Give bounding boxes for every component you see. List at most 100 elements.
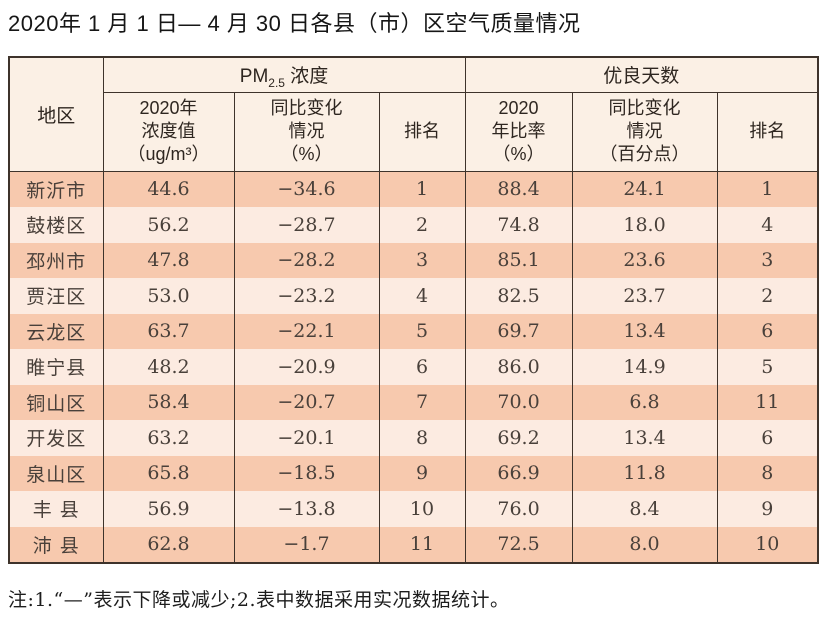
good-rank-cell: 11 xyxy=(716,384,819,421)
pm-change-cell: −34.6 xyxy=(233,171,380,208)
column-header-good-rate: 2020 年比率 （%） xyxy=(464,91,573,172)
pm-value-cell: 62.8 xyxy=(102,526,235,564)
pm-value-cell: 56.9 xyxy=(102,491,235,527)
table-row: 泉山区 65.8 −18.5 9 66.9 11.8 8 xyxy=(8,455,819,492)
pm-value-cell: 44.6 xyxy=(102,171,235,208)
good-change-cell: 13.4 xyxy=(571,313,718,350)
good-change-cell: 8.4 xyxy=(571,491,718,527)
good-rate-cell: 85.1 xyxy=(464,242,573,279)
pm-change-cell: −13.8 xyxy=(233,491,380,527)
pm-change-cell: −20.7 xyxy=(233,384,380,421)
table-row: 铜山区 58.4 −20.7 7 70.0 6.8 11 xyxy=(8,384,819,421)
table-row: 鼓楼区 56.2 −28.7 2 74.8 18.0 4 xyxy=(8,207,819,243)
good-change-cell: 23.6 xyxy=(571,242,718,279)
pm-rank-cell: 4 xyxy=(378,278,466,314)
group-header-good-days: 优良天数 xyxy=(464,56,819,93)
table-row: 邳州市 47.8 −28.2 3 85.1 23.6 3 xyxy=(8,242,819,279)
pm-change-cell: −22.1 xyxy=(233,313,380,350)
pm-rank-cell: 3 xyxy=(378,242,466,279)
good-rate-cell: 74.8 xyxy=(464,207,573,243)
air-quality-table: 地区 PM2.5 浓度 优良天数 2020年 浓度值 （ug/m³） 同比变化 … xyxy=(8,55,820,565)
group-header-row: 地区 PM2.5 浓度 优良天数 xyxy=(8,56,819,172)
pm-rank-cell: 10 xyxy=(378,491,466,527)
table-header: 地区 PM2.5 浓度 优良天数 2020年 浓度值 （ug/m³） 同比变化 … xyxy=(8,56,819,172)
region-cell: 铜山区 xyxy=(8,384,104,421)
region-cell: 鼓楼区 xyxy=(8,207,104,243)
column-header-pm-rank: 排名 xyxy=(378,91,466,172)
pm-value-cell: 65.8 xyxy=(102,455,235,492)
pm-change-cell: −1.7 xyxy=(233,526,380,564)
good-rank-cell: 3 xyxy=(716,242,819,279)
region-cell: 新沂市 xyxy=(8,171,104,208)
table-row: 贾汪区 53.0 −23.2 4 82.5 23.7 2 xyxy=(8,278,819,314)
group-header-pm25: PM2.5 浓度 xyxy=(102,56,466,93)
pm25-label-prefix: PM xyxy=(239,66,269,88)
column-header-pm-value: 2020年 浓度值 （ug/m³） xyxy=(102,91,235,172)
table-row: 开发区 63.2 −20.1 8 69.2 13.4 6 xyxy=(8,420,819,456)
table-body: 新沂市 44.6 −34.6 1 88.4 24.1 1 鼓楼区 56.2 −28.7 2 74.8 1… xyxy=(8,171,819,564)
good-rate-cell: 69.7 xyxy=(464,313,573,350)
good-rank-cell: 4 xyxy=(716,207,819,243)
pm25-label-suffix: 浓度 xyxy=(284,66,329,88)
pm-rank-cell: 9 xyxy=(378,455,466,492)
region-cell: 贾汪区 xyxy=(8,278,104,314)
pm-rank-cell: 7 xyxy=(378,384,466,421)
good-change-cell: 8.0 xyxy=(571,526,718,564)
pm-value-cell: 58.4 xyxy=(102,384,235,421)
column-header-good-rank: 排名 xyxy=(716,91,819,172)
region-cell: 丰 县 xyxy=(8,491,104,527)
good-rate-cell: 72.5 xyxy=(464,526,573,564)
pm-change-cell: −28.2 xyxy=(233,242,380,279)
good-rank-cell: 10 xyxy=(716,526,819,564)
good-rate-cell: 66.9 xyxy=(464,455,573,492)
pm25-label-subscript: 2.5 xyxy=(268,75,285,90)
pm-change-cell: −28.7 xyxy=(233,207,380,243)
pm-change-cell: −20.1 xyxy=(233,420,380,456)
footnote: 注:1.“—”表示下降或减少;2.表中数据采用实况数据统计。 xyxy=(8,589,510,612)
good-rank-cell: 8 xyxy=(716,455,819,492)
pm-rank-cell: 6 xyxy=(378,349,466,385)
region-cell: 沛 县 xyxy=(8,526,104,564)
good-rank-cell: 5 xyxy=(716,349,819,385)
pm-rank-cell: 5 xyxy=(378,313,466,350)
good-rank-cell: 6 xyxy=(716,420,819,456)
good-rank-cell: 9 xyxy=(716,491,819,527)
pm-rank-cell: 11 xyxy=(378,526,466,564)
good-rate-cell: 69.2 xyxy=(464,420,573,456)
region-cell: 开发区 xyxy=(8,420,104,456)
pm-rank-cell: 1 xyxy=(378,171,466,208)
good-rate-cell: 88.4 xyxy=(464,171,573,208)
good-rank-cell: 6 xyxy=(716,313,819,350)
good-rate-cell: 82.5 xyxy=(464,278,573,314)
pm-change-cell: −18.5 xyxy=(233,455,380,492)
region-cell: 睢宁县 xyxy=(8,349,104,385)
column-header-region: 地区 xyxy=(8,56,104,172)
sub-header-row: 2020年 浓度值 （ug/m³） 同比变化 情况 （%） 排名 2020 年比… xyxy=(9,91,819,172)
region-cell: 邳州市 xyxy=(8,242,104,279)
pm-rank-cell: 8 xyxy=(378,420,466,456)
good-change-cell: 11.8 xyxy=(571,455,718,492)
good-rate-cell: 86.0 xyxy=(464,349,573,385)
good-change-cell: 24.1 xyxy=(571,171,718,208)
table-row: 沛 县 62.8 −1.7 11 72.5 8.0 10 xyxy=(8,526,819,564)
pm-value-cell: 63.7 xyxy=(102,313,235,350)
pm-value-cell: 63.2 xyxy=(102,420,235,456)
table-row: 云龙区 63.7 −22.1 5 69.7 13.4 6 xyxy=(8,313,819,350)
region-cell: 泉山区 xyxy=(8,455,104,492)
pm-change-cell: −20.9 xyxy=(233,349,380,385)
good-rank-cell: 2 xyxy=(716,278,819,314)
table-row: 睢宁县 48.2 −20.9 6 86.0 14.9 5 xyxy=(8,349,819,385)
table-row: 丰 县 56.9 −13.8 10 76.0 8.4 9 xyxy=(8,491,819,527)
good-change-cell: 23.7 xyxy=(571,278,718,314)
pm-value-cell: 48.2 xyxy=(102,349,235,385)
good-rate-cell: 70.0 xyxy=(464,384,573,421)
region-cell: 云龙区 xyxy=(8,313,104,350)
good-change-cell: 13.4 xyxy=(571,420,718,456)
pm-rank-cell: 2 xyxy=(378,207,466,243)
column-header-good-change: 同比变化 情况 （百分点） xyxy=(571,91,718,172)
pm-value-cell: 53.0 xyxy=(102,278,235,314)
good-rate-cell: 76.0 xyxy=(464,491,573,527)
table-row: 新沂市 44.6 −34.6 1 88.4 24.1 1 xyxy=(8,171,819,208)
good-rank-cell: 1 xyxy=(716,171,819,208)
